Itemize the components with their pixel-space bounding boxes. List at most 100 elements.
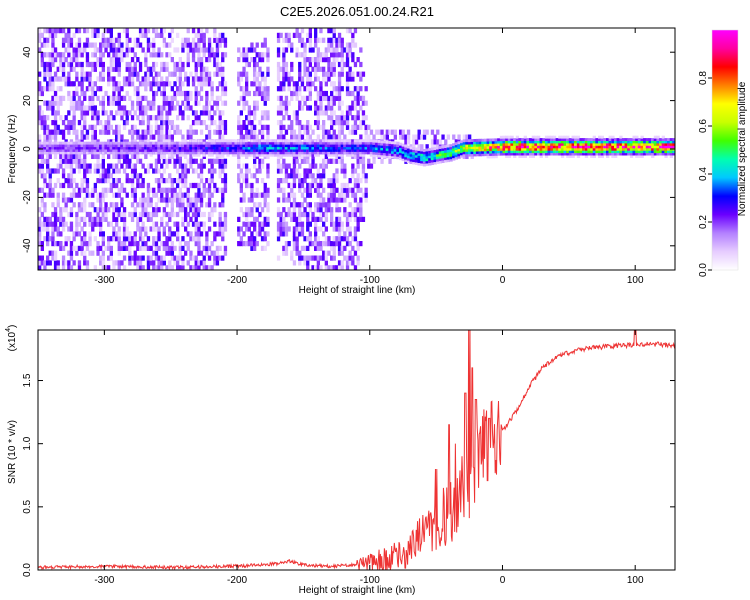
- heat-cell: [513, 155, 517, 158]
- heat-cell: [412, 147, 416, 150]
- heat-cell: [48, 71, 52, 77]
- heat-cell: [276, 153, 281, 157]
- heat-cell: [287, 211, 291, 218]
- heat-cell: [130, 216, 135, 222]
- heat-cell: [316, 52, 320, 58]
- heat-cell: [239, 129, 243, 135]
- heat-cell: [489, 138, 493, 142]
- heat-cell: [276, 52, 281, 58]
- heat-cell: [146, 187, 151, 193]
- heat-cell: [568, 152, 573, 156]
- heat-cell: [154, 71, 159, 77]
- heat-cell: [348, 153, 352, 157]
- heat-cell: [276, 197, 281, 203]
- heat-cell: [181, 260, 185, 266]
- heat-cell: [104, 146, 108, 150]
- heat-cell: [255, 76, 259, 82]
- heat-cell: [207, 42, 212, 48]
- heat-cell: [162, 105, 166, 111]
- heat-cell: [345, 255, 350, 261]
- heat-cell: [136, 90, 140, 97]
- heat-cell: [576, 147, 581, 151]
- heat-cell: [526, 140, 530, 144]
- heat-cell: [59, 57, 63, 63]
- heat-cell: [282, 115, 286, 121]
- heat-cell: [141, 207, 145, 213]
- heat-cell: [584, 150, 589, 154]
- heat-cell: [263, 231, 267, 237]
- heat-cell: [157, 146, 161, 150]
- heat-cell: [290, 139, 294, 143]
- heat-cell: [356, 221, 360, 227]
- heat-cell: [452, 157, 456, 161]
- heat-cell: [77, 265, 82, 270]
- heat-cell: [120, 211, 124, 218]
- heat-cell: [322, 129, 326, 135]
- heat-cell: [88, 202, 92, 208]
- heat-cell: [144, 149, 148, 152]
- heat-cell: [276, 110, 281, 116]
- heat-cell: [136, 95, 140, 101]
- heat-cell: [109, 37, 113, 43]
- heat-cell: [470, 148, 474, 152]
- heat-cell: [481, 153, 485, 157]
- heat-cell: [130, 146, 135, 150]
- heat-cell: [207, 124, 212, 130]
- heat-cell: [38, 207, 42, 213]
- heat-cell: [75, 100, 79, 106]
- heat-cell: [340, 158, 344, 164]
- heat-cell: [253, 115, 257, 121]
- heat-cell: [364, 178, 368, 184]
- heat-cell: [351, 32, 355, 38]
- heat-cell: [83, 95, 87, 101]
- heat-cell: [136, 151, 140, 155]
- heat-cell: [162, 197, 166, 203]
- heat-cell: [335, 216, 339, 222]
- heat-cell: [136, 260, 140, 266]
- heat-cell: [258, 90, 262, 97]
- heat-cell: [215, 61, 220, 68]
- heat-cell: [462, 141, 466, 145]
- heat-cell: [67, 47, 71, 53]
- heat-cell: [99, 255, 103, 261]
- heat-cell: [385, 155, 389, 159]
- heat-cell: [282, 151, 286, 155]
- heat-cell: [117, 124, 121, 130]
- heat-cell: [335, 202, 339, 208]
- heat-cell: [205, 105, 209, 111]
- heat-cell: [38, 168, 42, 174]
- heat-cell: [319, 141, 323, 145]
- heat-cell: [401, 153, 405, 157]
- heat-cell: [364, 146, 368, 150]
- heat-cell: [40, 86, 44, 92]
- heat-cell: [388, 148, 392, 152]
- heat-cell: [454, 139, 458, 145]
- heat-cell: [154, 61, 159, 68]
- heat-cell: [112, 66, 116, 72]
- heat-cell: [279, 120, 283, 126]
- heat-cell: [107, 141, 111, 145]
- heat-cell: [88, 144, 92, 148]
- heat-cell: [83, 241, 87, 247]
- heat-cell: [146, 28, 151, 34]
- heat-cell: [284, 144, 289, 148]
- heat-cell: [165, 192, 169, 198]
- heat-cell: [125, 52, 129, 58]
- heat-cell: [306, 236, 310, 242]
- heat-cell: [104, 90, 108, 97]
- heat-cell: [51, 42, 55, 48]
- heat-cell: [138, 173, 143, 179]
- heat-cell: [138, 146, 143, 150]
- heat-cell: [260, 76, 265, 82]
- heat-cell: [457, 134, 461, 140]
- heat-cell: [38, 231, 42, 237]
- heat-cell: [266, 163, 270, 169]
- heat-cell: [637, 140, 642, 144]
- heat-cell: [282, 52, 286, 58]
- heat-cell: [181, 61, 185, 68]
- heat-cell: [46, 105, 50, 111]
- heat-cell: [340, 163, 344, 169]
- heat-cell: [191, 149, 196, 152]
- heat-cell: [245, 100, 249, 106]
- heat-cell: [75, 250, 79, 256]
